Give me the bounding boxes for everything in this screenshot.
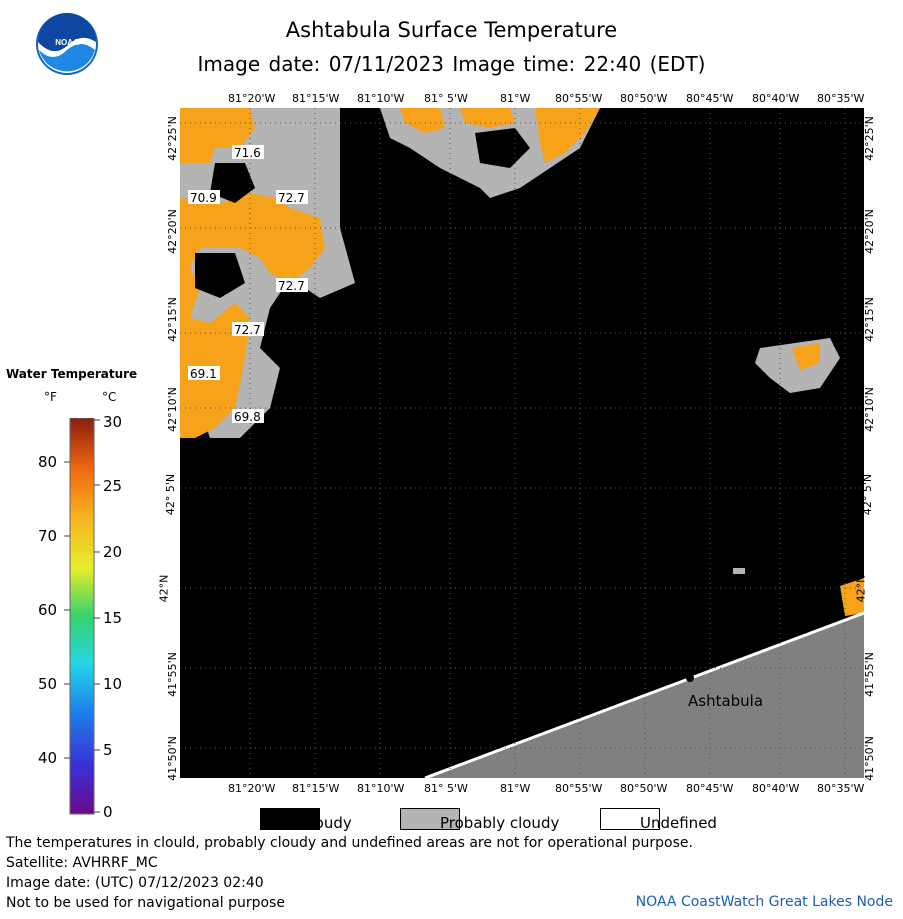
f-tick: 40 xyxy=(38,749,58,767)
lon-label: 80°35'W xyxy=(817,92,865,105)
lat-label: 42°20'N xyxy=(862,209,876,254)
shoreline xyxy=(424,611,864,778)
scale-title: Water Temperature xyxy=(6,367,138,381)
lat-label: 41°55'N xyxy=(862,652,876,697)
lat-label: 42°N xyxy=(854,574,868,603)
lat-label: 42° 5'N xyxy=(861,473,875,516)
lon-label: 80°35'W xyxy=(817,782,865,795)
c-tick: 5 xyxy=(103,741,113,759)
f-tick: 50 xyxy=(38,675,58,693)
lon-label: 81° 5'W xyxy=(424,782,468,795)
f-tick: 70 xyxy=(38,527,58,545)
lat-label: 42°15'N xyxy=(862,297,876,342)
lon-label: 81°15'W xyxy=(292,92,340,105)
lon-label: 81°10'W xyxy=(357,782,405,795)
c-tick: 15 xyxy=(103,609,123,627)
city-marker xyxy=(686,674,694,682)
unit-celsius: °C xyxy=(102,390,117,404)
f-tick: 60 xyxy=(38,601,58,619)
lat-label: 42°N xyxy=(157,574,171,603)
lat-label: 41°55'N xyxy=(165,652,179,697)
lat-label: 42°25'N xyxy=(165,116,179,161)
lon-label: 80°40'W xyxy=(752,782,800,795)
temp-label: 69.8 xyxy=(234,410,261,424)
lat-label: 42° 5'N xyxy=(164,473,178,516)
lat-label: 42°15'N xyxy=(165,297,179,342)
f-tick: 80 xyxy=(38,453,58,471)
legend-undefined-label: Undefined xyxy=(640,814,717,832)
lat-label: 41°50'N xyxy=(862,736,876,781)
lon-label: 81°10'W xyxy=(357,92,405,105)
lat-label: 42°20'N xyxy=(165,209,179,254)
c-tick: 0 xyxy=(103,803,113,821)
legend-undefined-swatch xyxy=(600,808,660,830)
c-tick: 25 xyxy=(103,477,123,495)
lat-label: 42°25'N xyxy=(862,116,876,161)
temp-label: 72.7 xyxy=(278,191,305,205)
lon-label: 81°15'W xyxy=(292,782,340,795)
lon-label: 81°W xyxy=(500,92,531,105)
temp-label: 69.1 xyxy=(190,367,217,381)
legend-probably-cloudy-label: Probably cloudy xyxy=(440,814,560,832)
unit-fahrenheit: °F xyxy=(44,390,57,404)
satellite-note: Satellite: AVHRRF_MC xyxy=(6,855,158,871)
c-tick: 10 xyxy=(103,675,123,693)
utc-date-note: Image date: (UTC) 07/12/2023 02:40 xyxy=(6,875,264,891)
disclaimer-note: The temperatures in clould, probably clo… xyxy=(6,835,693,851)
navigation-note: Not to be used for navigational purpose xyxy=(6,895,285,911)
temp-label: 72.7 xyxy=(234,323,261,337)
lat-label: 41°50'N xyxy=(165,736,179,781)
page-title: Ashtabula Surface Temperature xyxy=(285,18,618,42)
image-date-time: Image date: 07/11/2023 Image time: 22:40… xyxy=(197,52,706,76)
noaa-logo-text: NOAA xyxy=(55,38,79,47)
lon-label: 80°45'W xyxy=(686,782,734,795)
temperature-labels: 71.6 70.9 72.7 72.7 72.7 69.1 69.8 xyxy=(188,145,308,424)
temp-label: 72.7 xyxy=(278,279,305,293)
graticule xyxy=(180,108,864,778)
lon-label: 80°45'W xyxy=(686,92,734,105)
lon-label: 81° 5'W xyxy=(424,92,468,105)
lon-label: 81°20'W xyxy=(228,782,276,795)
lon-label: 80°50'W xyxy=(620,782,668,795)
legend-probably-cloudy-swatch xyxy=(400,808,460,830)
lon-label: 81°20'W xyxy=(228,92,276,105)
credit-link[interactable]: NOAA CoastWatch Great Lakes Node xyxy=(635,894,893,910)
color-scale-bar xyxy=(64,418,100,815)
noaa-logo: NOAA xyxy=(36,13,98,75)
lon-label: 80°40'W xyxy=(752,92,800,105)
lon-label: 81°W xyxy=(500,782,531,795)
lon-label: 80°55'W xyxy=(555,92,603,105)
legend-cloudy-label: Cloudy xyxy=(300,814,352,832)
c-tick: 20 xyxy=(103,543,123,561)
temperature-map: Ashtabula 71.6 70.9 72.7 72.7 72.7 69.1 … xyxy=(180,108,864,778)
lat-label: 42°10'N xyxy=(862,387,876,432)
lat-label: 42°10'N xyxy=(165,387,179,432)
temp-label: 71.6 xyxy=(234,146,261,160)
temp-label: 70.9 xyxy=(190,191,217,205)
lon-label: 80°50'W xyxy=(620,92,668,105)
lon-label: 80°55'W xyxy=(555,782,603,795)
city-label: Ashtabula xyxy=(688,692,763,710)
c-tick: 30 xyxy=(103,413,123,431)
legend-cloudy-swatch xyxy=(260,808,320,830)
